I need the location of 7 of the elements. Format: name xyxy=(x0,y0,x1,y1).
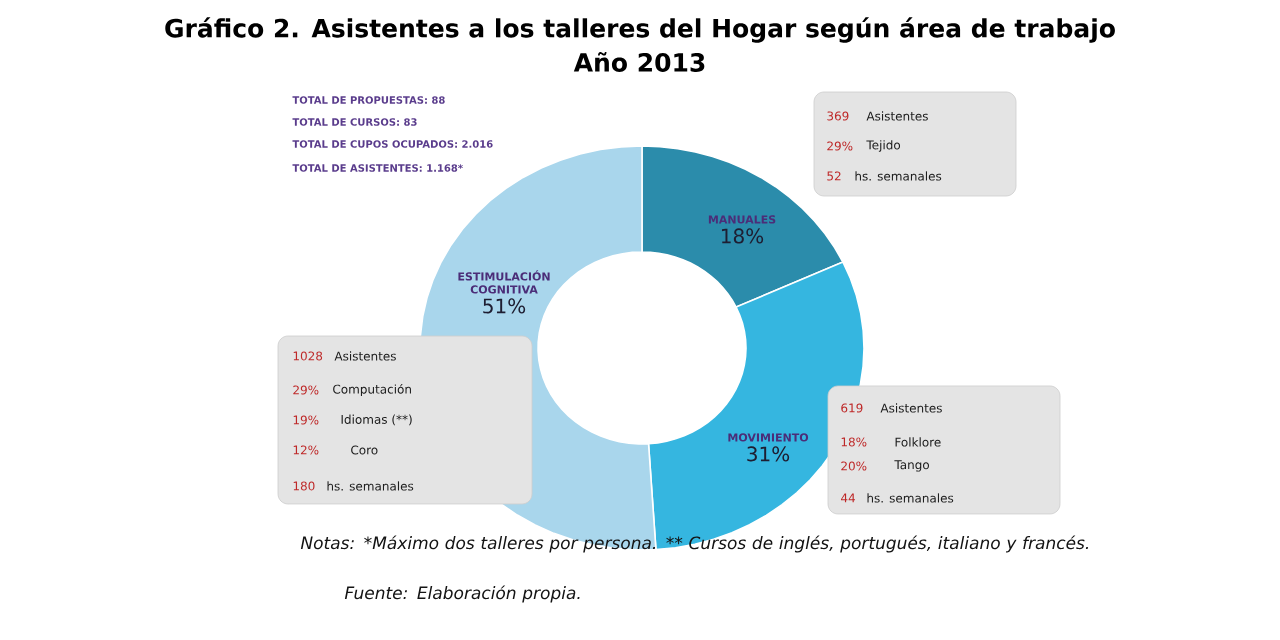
chart-subtitle: Año 2013 xyxy=(573,52,705,72)
data-label: 18% xyxy=(721,228,764,244)
chart-title: Gráfico 2. Asistentes a los talleres del Hogar según área de trabajo xyxy=(165,17,1115,43)
source-note: Fuente: Elaboración propia. xyxy=(344,585,580,603)
data-label: 31% xyxy=(747,446,790,462)
text: Notas: *Máximo dos talleres por persona. ** Cursos de inglés, portugués, italiano y francés. xyxy=(300,535,1089,553)
data-label: 51% xyxy=(483,298,526,314)
